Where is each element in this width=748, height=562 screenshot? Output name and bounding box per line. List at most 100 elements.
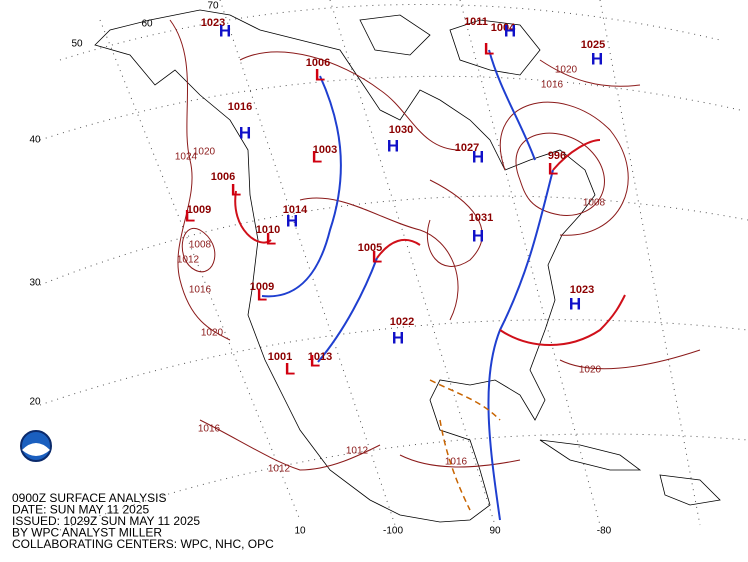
center-letter: H	[591, 49, 603, 68]
isobar-label: 1012	[268, 464, 291, 475]
center-pressure: 1030	[389, 124, 413, 136]
cold-front	[317, 257, 378, 363]
noaa-logo	[20, 430, 52, 462]
center-pressure: 1016	[228, 101, 252, 113]
caption-line: BY WPC ANALYST MILLER	[12, 526, 162, 540]
center-letter: H	[472, 226, 484, 245]
center-letter: L	[372, 247, 382, 266]
center-letter: L	[548, 159, 558, 178]
center-letter: L	[257, 285, 267, 304]
cuba	[539, 439, 642, 471]
parallel	[59, 433, 748, 531]
center-letter: L	[266, 229, 276, 248]
isobar	[559, 349, 701, 370]
isobar-label: 1016	[189, 285, 212, 296]
center-letter: H	[504, 21, 516, 40]
isobar	[539, 59, 641, 87]
fronts	[234, 49, 626, 521]
center-letter: L	[231, 180, 241, 199]
graticule	[39, 0, 748, 531]
center-pressure: 1009	[187, 204, 211, 216]
center-pressure: 1023	[201, 17, 225, 29]
center-letter: H	[239, 123, 251, 142]
parallel	[59, 3, 721, 61]
cold-front	[261, 75, 342, 298]
center-pressure: 1004	[491, 22, 516, 34]
center-letter: H	[569, 294, 581, 313]
isobar-label: 1016	[445, 457, 468, 468]
center-pressure: 1006	[211, 171, 235, 183]
hispaniola	[659, 474, 721, 506]
coastlines	[94, 9, 721, 523]
center-pressure: 1025	[581, 39, 605, 51]
logo-bird	[22, 443, 50, 456]
grid-label: 30	[29, 278, 41, 289]
isobar	[169, 19, 231, 341]
center-letter: H	[387, 136, 399, 155]
warm-front	[552, 139, 601, 171]
arctic-island	[449, 19, 541, 76]
trough	[429, 379, 501, 421]
center-letter: L	[484, 39, 494, 58]
isobar	[239, 51, 461, 151]
center-pressure: 1031	[469, 212, 493, 224]
isobar-label: 1020	[201, 328, 224, 339]
center-letter: L	[185, 206, 195, 225]
north-america	[94, 9, 596, 523]
caption-line: 0900Z SURFACE ANALYSIS	[12, 491, 167, 505]
isobar-label: 1012	[177, 255, 200, 266]
grid-label: 10	[294, 526, 306, 537]
caption-line: COLLABORATING CENTERS: WPC, NHC, OPC	[12, 537, 274, 551]
warm-front	[376, 238, 421, 259]
center-letter: H	[392, 328, 404, 347]
warm-front	[234, 190, 272, 244]
meridian	[219, 0, 396, 526]
isobar	[181, 227, 216, 273]
caption-line: DATE: SUN MAY 11 2025	[12, 503, 149, 517]
grid-label: -100	[383, 526, 403, 537]
cold-front	[488, 49, 536, 161]
isobar-label: 1020	[193, 147, 216, 158]
center-letter: L	[310, 351, 320, 370]
center-pressure: 1023	[570, 284, 594, 296]
center-letter: L	[312, 147, 322, 166]
center-pressure: 1001	[268, 351, 292, 363]
center-pressure: 1005	[358, 242, 382, 254]
center-pressure: 1013	[308, 351, 332, 363]
center-letter: L	[315, 65, 325, 84]
meridian	[459, 0, 601, 526]
grid-label: 20	[29, 397, 41, 408]
caption-line: ISSUED: 1029Z SUN MAY 11 2025	[12, 514, 200, 528]
isobar-label: 1016	[198, 424, 221, 435]
isobar	[199, 419, 381, 471]
grid-label: 90	[489, 526, 501, 537]
isobar	[426, 179, 483, 267]
isobar-label: 1020	[555, 65, 578, 76]
isobars	[169, 19, 701, 471]
grid-label: 60	[141, 19, 153, 30]
center-pressure: 1027	[455, 142, 479, 154]
center-letter: H	[286, 211, 298, 230]
grid-label: 40	[29, 135, 41, 146]
isobar	[499, 101, 629, 236]
isobar-label: 1012	[346, 446, 369, 457]
center-pressure: 1009	[250, 281, 274, 293]
trough	[439, 419, 471, 511]
grid-label: -80	[597, 526, 612, 537]
warm-front	[499, 294, 626, 346]
grid-label: 50	[71, 39, 83, 50]
isobar-label: 1024	[175, 152, 198, 163]
center-pressure: 1003	[313, 144, 337, 156]
isobar-label: 1020	[579, 365, 602, 376]
center-pressure: 1010	[256, 224, 280, 236]
center-pressure: 1006	[306, 57, 330, 69]
center-letter: H	[472, 147, 484, 166]
center-pressure: 1011	[464, 16, 488, 28]
arctic-island	[359, 14, 431, 56]
grid-label: 70	[207, 1, 219, 12]
isobar-label: 1008	[189, 240, 212, 251]
